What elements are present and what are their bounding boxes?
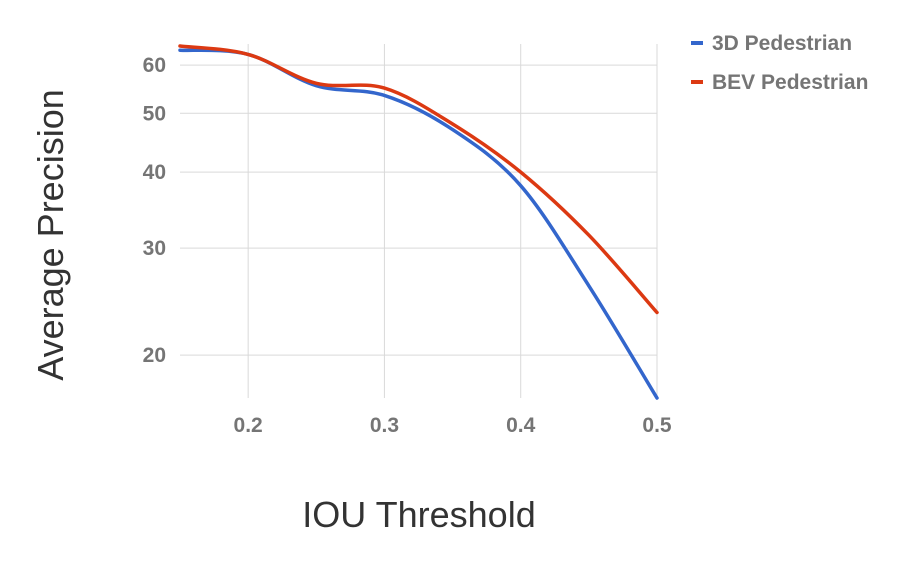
x-tick-label: 0.2 [234,414,263,437]
y-tick-label: 20 [143,344,166,367]
x-tick-label: 0.5 [642,414,672,437]
x-axis-title: IOU Threshold [302,494,535,535]
x-tick-labels: 0.2 0.3 0.4 0.5 [234,414,672,437]
y-tick-label: 60 [143,54,166,77]
y-tick-labels: 20 30 40 50 60 [143,54,166,367]
x-tick-label: 0.3 [370,414,399,437]
legend-label-3d-pedestrian: 3D Pedestrian [712,32,852,55]
y-tick-label: 50 [143,102,166,125]
y-axis-title: Average Precision [30,89,71,381]
legend-label-bev-pedestrian: BEV Pedestrian [712,71,868,94]
y-tick-label: 30 [143,237,166,260]
grid-lines [180,44,658,398]
legend: 3D Pedestrian BEV Pedestrian [691,32,868,94]
series-lines [178,44,659,400]
x-tick-label: 0.4 [506,414,536,437]
series-line-bev-pedestrian [178,44,659,315]
y-tick-label: 40 [143,161,166,184]
